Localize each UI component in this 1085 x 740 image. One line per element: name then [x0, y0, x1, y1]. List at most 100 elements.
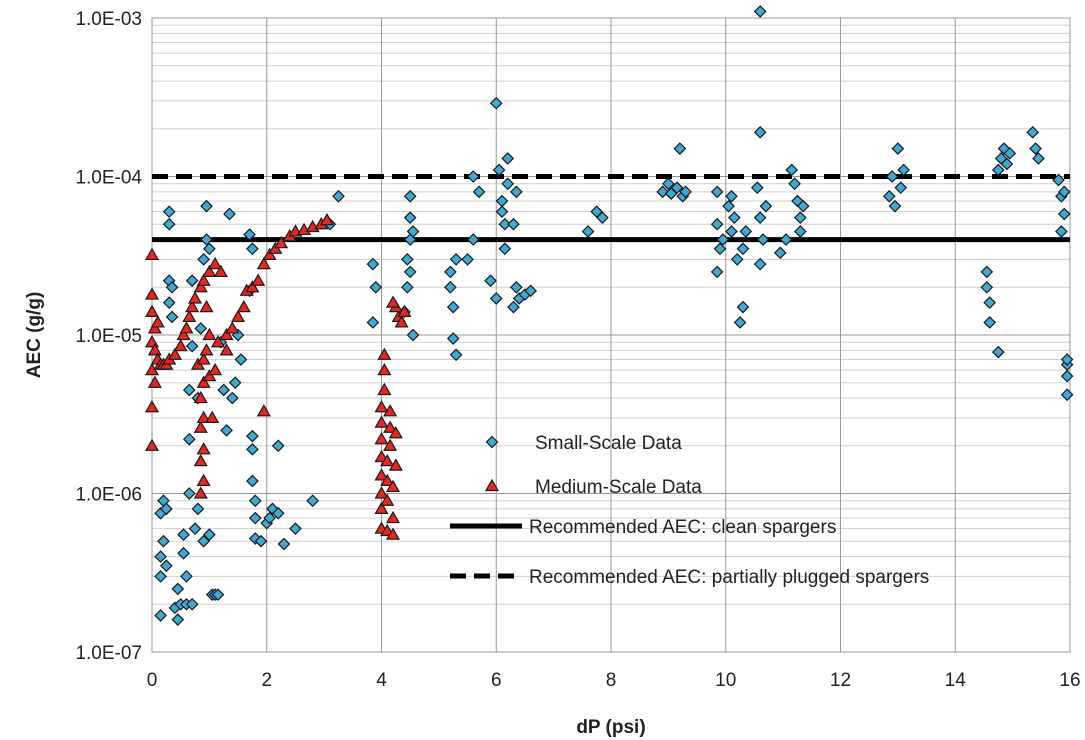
small-scale-point — [793, 211, 807, 225]
medium-scale-point — [196, 375, 211, 388]
small-scale-point — [185, 597, 199, 611]
medium-scale-point — [213, 264, 228, 278]
y-axis-title: AEC (g/g) — [24, 292, 45, 379]
medium-scale-point — [262, 247, 277, 261]
medium-scale-point — [374, 432, 389, 445]
medium-scale-point — [185, 299, 200, 313]
small-scale-point — [220, 424, 233, 437]
small-scale-point — [1003, 146, 1017, 160]
small-scale-point — [753, 5, 767, 18]
medium-scale-point — [374, 468, 389, 481]
small-scale-point — [243, 228, 256, 241]
medium-scale-point — [187, 291, 203, 304]
small-scale-point — [165, 310, 179, 324]
medium-scale-point — [231, 309, 246, 323]
medium-scale-point — [388, 426, 403, 439]
small-scale-point — [271, 439, 285, 453]
medium-scale-point — [199, 343, 214, 356]
x-tick-label: 4 — [376, 670, 387, 691]
small-scale-point — [171, 613, 185, 626]
small-scale-point — [1032, 152, 1045, 165]
x-tick-label: 14 — [945, 670, 967, 691]
medium-scale-point — [173, 338, 188, 352]
small-scale-point — [710, 185, 724, 199]
small-scale-point — [736, 300, 750, 314]
medium-scale-point — [380, 453, 395, 467]
small-scale-point — [400, 253, 414, 266]
medium-scale-point — [144, 247, 160, 261]
y-tick-label: 1.0E-05 — [75, 326, 142, 347]
small-scale-point — [263, 511, 276, 525]
small-scale-point — [162, 205, 176, 219]
plot-area-border — [151, 17, 1071, 653]
small-scale-point — [246, 429, 259, 443]
small-scale-point — [756, 233, 770, 246]
small-scale-point — [461, 253, 474, 266]
small-scale-point — [162, 296, 176, 309]
small-scale-point — [495, 194, 509, 208]
medium-scale-point — [383, 438, 398, 451]
small-scale-point — [472, 185, 486, 199]
small-scale-point — [722, 199, 735, 213]
small-scale-point — [185, 339, 199, 353]
medium-scale-point — [394, 315, 409, 328]
small-scale-point — [277, 537, 291, 551]
small-scale-point — [171, 582, 185, 596]
small-scale-point — [217, 383, 231, 397]
small-scale-point — [679, 185, 692, 199]
small-scale-point — [234, 353, 248, 366]
small-scale-point — [165, 280, 179, 294]
small-scale-point — [489, 96, 503, 110]
medium-scale-point — [385, 527, 401, 540]
medium-scale-point — [196, 273, 211, 286]
x-tick-label: 0 — [147, 670, 158, 691]
small-scale-point — [203, 528, 216, 542]
small-scale-point — [185, 274, 199, 288]
legend-diamond-marker — [485, 435, 499, 449]
small-scale-point — [246, 474, 259, 488]
small-scale-point — [524, 284, 538, 298]
small-scale-point — [446, 332, 460, 345]
small-scale-point — [1029, 142, 1042, 155]
x-tick-label: 12 — [830, 670, 851, 691]
medium-scale-point — [144, 287, 160, 300]
small-scale-point — [159, 559, 173, 573]
small-scale-point — [888, 199, 902, 213]
small-scale-point — [983, 296, 997, 309]
x-tick-label: 8 — [606, 670, 617, 691]
small-scale-point — [495, 205, 509, 219]
medium-scale-point — [397, 304, 412, 317]
small-scale-point — [501, 177, 515, 191]
small-scale-point — [1060, 388, 1074, 402]
small-scale-point — [1026, 125, 1040, 139]
small-scale-point — [444, 280, 457, 294]
small-scale-point — [670, 181, 684, 195]
medium-scale-point — [196, 442, 211, 455]
small-scale-point — [223, 207, 236, 221]
medium-scale-point — [208, 256, 223, 270]
small-scale-point — [449, 253, 463, 266]
medium-scale-point — [193, 486, 208, 499]
small-scale-point — [882, 189, 896, 203]
small-scale-point — [773, 246, 787, 260]
y-axis-tick-labels: 1.0E-07 1.0E-06 1.0E-05 1.0E-04 1.0E-03 — [75, 9, 142, 664]
small-scale-point — [177, 546, 190, 560]
small-scale-point — [509, 280, 523, 294]
medium-scale-point — [210, 335, 226, 348]
small-scale-point — [728, 211, 741, 225]
small-scale-point — [197, 253, 210, 266]
medium-scale-point — [274, 235, 289, 249]
small-scale-point — [406, 225, 420, 238]
small-scale-point — [725, 225, 738, 238]
small-scale-point — [228, 376, 242, 390]
medium-scale-point — [245, 280, 260, 293]
small-scale-point — [753, 257, 767, 271]
medium-scale-point — [193, 453, 208, 467]
x-tick-label: 10 — [715, 670, 736, 691]
medium-scale-point — [383, 420, 398, 433]
small-scale-point — [710, 217, 724, 231]
small-scale-point — [484, 274, 497, 288]
legend: Small-Scale Data Medium-Scale Data Recomme… — [450, 433, 929, 588]
y-tick-label: 1.0E-03 — [75, 9, 142, 30]
small-scale-point — [897, 163, 910, 177]
